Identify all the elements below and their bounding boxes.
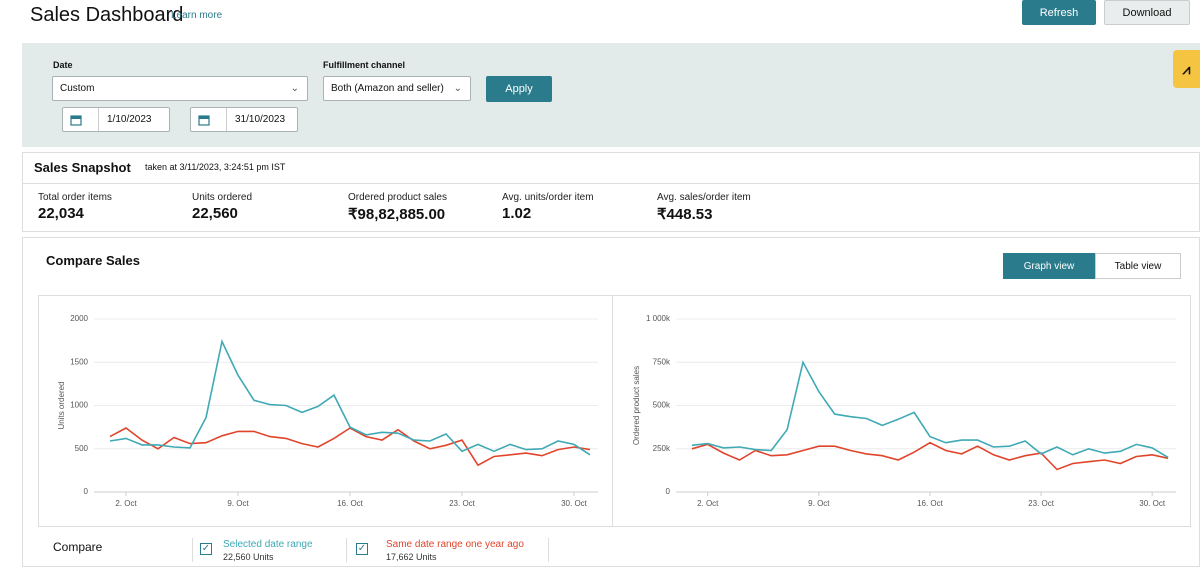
download-button[interactable]: Download bbox=[1104, 0, 1190, 25]
y-tick-label: 1 000k bbox=[646, 314, 671, 323]
table-view-toggle[interactable]: Table view bbox=[1095, 253, 1181, 279]
metric-value: ₹98,82,885.00 bbox=[348, 206, 446, 223]
chart-frame bbox=[38, 295, 1191, 527]
metric-value: 22,560 bbox=[192, 205, 238, 222]
x-tick-label: 30. Oct bbox=[561, 499, 588, 508]
legend-item[interactable] bbox=[347, 538, 549, 562]
metric-label: Ordered product sales bbox=[348, 192, 447, 203]
refresh-button[interactable]: Refresh bbox=[1022, 0, 1096, 25]
y-tick-label: 2000 bbox=[70, 314, 88, 323]
y-axis-label: Units ordered bbox=[57, 381, 66, 429]
legend-name: Selected date range bbox=[223, 539, 313, 550]
metric-value: 22,034 bbox=[38, 205, 84, 222]
title: Sales Dashboard bbox=[30, 4, 184, 26]
legend-total: 22,560 Units bbox=[223, 552, 274, 562]
date-label: Date bbox=[53, 60, 73, 70]
series-line bbox=[691, 441, 1169, 471]
y-tick-label: 1000 bbox=[70, 401, 88, 410]
legend-item[interactable] bbox=[192, 538, 347, 562]
to-value: 31/10/2023 bbox=[226, 108, 285, 131]
snapshot-header bbox=[22, 152, 1200, 184]
y-tick-label: 250k bbox=[653, 444, 671, 453]
y-tick-label: 500 bbox=[75, 444, 89, 453]
y-tick-label: 0 bbox=[666, 487, 671, 496]
metric-label: Avg. sales/order item bbox=[657, 192, 751, 203]
y-tick-label: 500k bbox=[653, 401, 671, 410]
learn-more[interactable]: Learn more bbox=[171, 10, 223, 21]
metric-value: ₹448.53 bbox=[657, 206, 713, 223]
compare-label: Compare bbox=[53, 540, 103, 554]
channel-value: Both (Amazon and seller) bbox=[331, 83, 444, 94]
legend-total: 17,662 Units bbox=[386, 552, 437, 562]
from-date[interactable]: 1/10/2023 bbox=[62, 107, 170, 132]
metric-label: Avg. units/order item bbox=[502, 192, 594, 203]
x-tick-label: 23. Oct bbox=[1028, 499, 1055, 508]
y-axis-label: Ordered product sales bbox=[632, 366, 641, 445]
to-date[interactable]: 31/10/2023 bbox=[190, 107, 298, 132]
series-line bbox=[109, 339, 591, 456]
calendar-icon bbox=[198, 114, 210, 126]
x-tick-label: 2. Oct bbox=[115, 499, 137, 508]
snapshot-title: Sales Snapshot bbox=[34, 160, 131, 175]
date-select[interactable]: Custom ⌄ bbox=[52, 76, 308, 101]
chevron: ⌄ bbox=[290, 83, 299, 94]
calendar-icon bbox=[70, 114, 82, 126]
snapshot-time: taken at 3/11/2023, 3:24:51 pm IST bbox=[145, 162, 286, 172]
x-tick-label: 2. Oct bbox=[697, 499, 719, 508]
y-tick-label: 750k bbox=[653, 357, 671, 366]
compare-title: Compare Sales bbox=[46, 253, 140, 268]
metric-label: Units ordered bbox=[192, 192, 253, 203]
date-value: Custom bbox=[60, 83, 95, 94]
apply-button[interactable]: Apply bbox=[486, 76, 552, 102]
x-tick-label: 16. Oct bbox=[917, 499, 944, 508]
x-tick-label: 16. Oct bbox=[337, 499, 364, 508]
x-tick-label: 30. Oct bbox=[1139, 499, 1166, 508]
checkbox[interactable]: ✓ bbox=[200, 543, 212, 555]
metric-label: Total order items bbox=[38, 192, 112, 203]
series-line bbox=[109, 427, 591, 467]
chevron: ⌄ bbox=[453, 83, 462, 94]
legend-name: Same date range one year ago bbox=[386, 539, 524, 550]
from-value: 1/10/2023 bbox=[98, 108, 152, 131]
series-line bbox=[691, 360, 1169, 459]
graph-view-toggle[interactable]: Graph view bbox=[1003, 253, 1095, 279]
channel-label: Fulfillment channel bbox=[323, 60, 406, 70]
channel-select[interactable]: Both (Amazon and seller) ⌄ bbox=[323, 76, 471, 101]
x-tick-label: 23. Oct bbox=[449, 499, 476, 508]
metric-value: 1.02 bbox=[502, 205, 532, 222]
side-widget[interactable]: ⩘ bbox=[1173, 50, 1200, 88]
x-tick-label: 9. Oct bbox=[808, 499, 830, 508]
x-tick-label: 9. Oct bbox=[227, 499, 249, 508]
checkbox[interactable]: ✓ bbox=[356, 543, 368, 555]
y-tick-label: 0 bbox=[84, 487, 89, 496]
y-tick-label: 1500 bbox=[70, 357, 88, 366]
